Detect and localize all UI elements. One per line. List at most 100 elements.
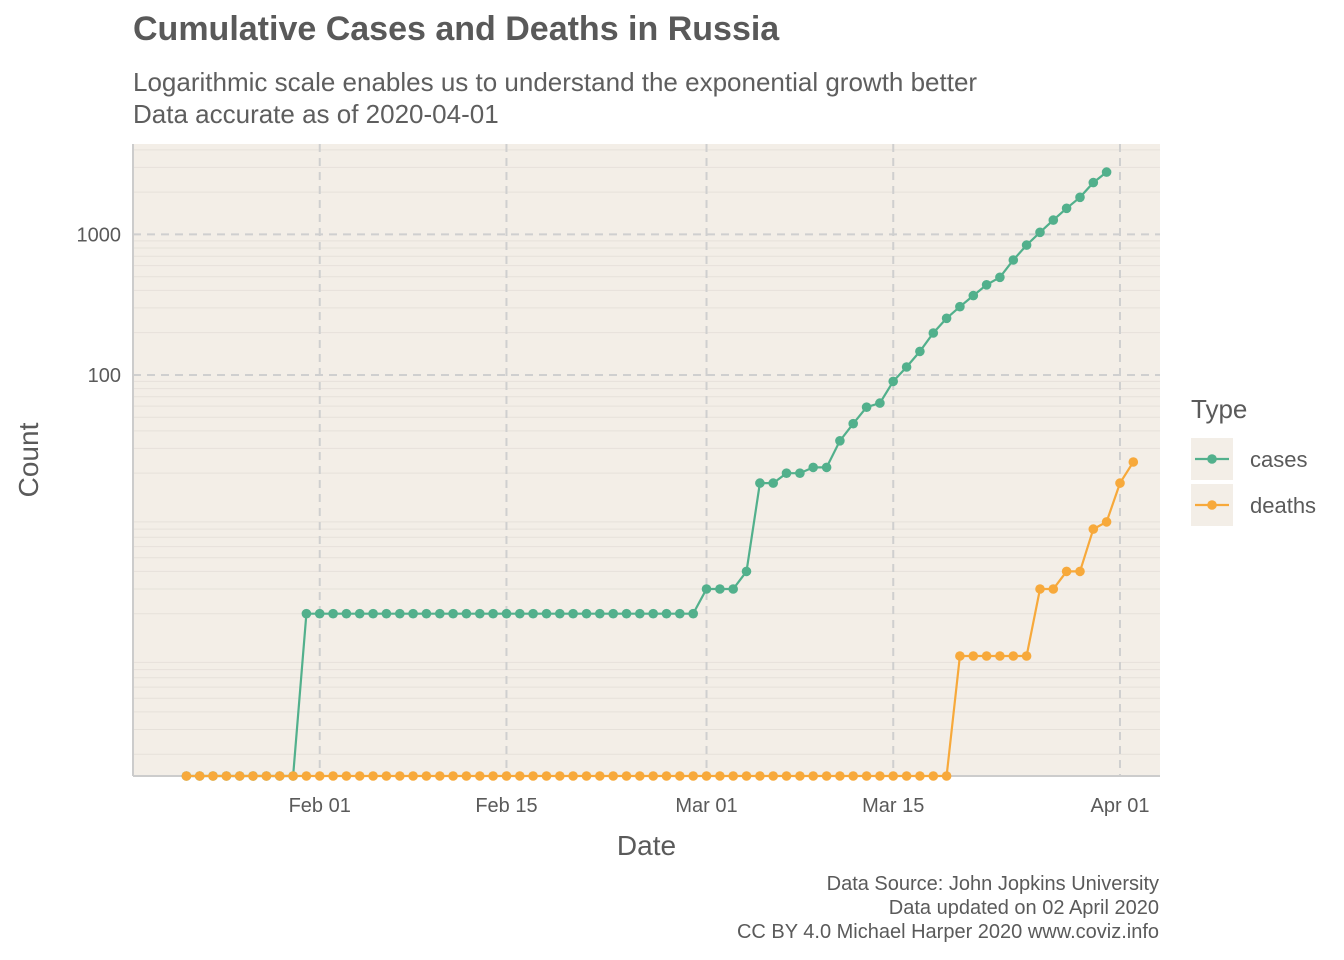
data-point-cases	[701, 584, 712, 594]
subtitle-line: Data accurate as of 2020-04-01	[133, 99, 499, 129]
data-point-deaths	[635, 771, 645, 781]
data-point-cases	[955, 301, 965, 312]
data-point-deaths	[981, 651, 992, 661]
data-point-deaths	[368, 771, 378, 781]
data-point-deaths	[608, 771, 618, 781]
data-point-deaths	[941, 771, 952, 781]
data-point-deaths	[1035, 584, 1045, 594]
data-point-cases	[515, 608, 525, 619]
data-point-cases	[1021, 240, 1032, 250]
data-point-cases	[808, 462, 818, 473]
data-point-deaths	[274, 771, 285, 781]
data-point-cases	[728, 584, 738, 594]
data-point-cases	[715, 584, 725, 594]
data-point-deaths	[248, 771, 258, 781]
data-point-deaths	[715, 771, 725, 781]
data-point-deaths	[194, 771, 205, 781]
data-point-deaths	[595, 771, 605, 781]
data-point-cases	[408, 608, 418, 619]
data-point-deaths	[1021, 651, 1032, 661]
data-point-deaths	[408, 771, 418, 781]
data-point-deaths	[648, 771, 658, 781]
y-tick-label: 1000	[77, 224, 122, 246]
data-point-cases	[328, 608, 338, 619]
data-point-cases	[595, 608, 605, 619]
data-point-deaths	[528, 771, 538, 781]
data-point-deaths	[301, 771, 312, 781]
y-tick-label: 100	[88, 365, 121, 387]
data-point-deaths	[808, 771, 818, 781]
data-point-deaths	[1088, 524, 1099, 534]
data-point-deaths	[568, 771, 578, 781]
caption-line: Data Source: John Jopkins University	[826, 873, 1159, 895]
data-point-cases	[368, 608, 378, 619]
data-point-deaths	[515, 771, 525, 781]
data-point-deaths	[968, 651, 979, 661]
data-point-deaths	[475, 771, 485, 781]
data-point-deaths	[781, 771, 792, 781]
data-point-cases	[1035, 227, 1045, 238]
data-point-deaths	[381, 771, 392, 781]
data-point-deaths	[621, 771, 632, 781]
data-point-deaths	[901, 771, 912, 781]
data-point-cases	[675, 608, 685, 619]
chart-caption: Data Source: John Jopkins University Dat…	[737, 872, 1159, 944]
data-point-cases	[928, 328, 939, 338]
data-point-cases	[888, 376, 898, 387]
data-point-deaths	[741, 771, 752, 781]
data-point-deaths	[208, 771, 218, 781]
data-point-cases	[795, 468, 805, 479]
x-tick-label: Feb 01	[289, 795, 351, 817]
data-point-cases	[621, 608, 632, 619]
x-axis-title: Date	[617, 830, 676, 861]
data-point-deaths	[501, 771, 512, 781]
data-point-deaths	[795, 771, 805, 781]
data-point-cases	[688, 608, 698, 619]
data-point-deaths	[261, 771, 272, 781]
data-point-deaths	[341, 771, 352, 781]
data-point-cases	[314, 608, 325, 619]
plot-panel	[133, 144, 1160, 776]
data-point-deaths	[1128, 457, 1139, 467]
data-point-cases	[861, 402, 872, 413]
data-point-deaths	[861, 771, 872, 781]
data-point-cases	[1075, 192, 1085, 203]
data-point-cases	[488, 608, 498, 619]
data-point-deaths	[1061, 566, 1072, 577]
data-point-cases	[501, 608, 512, 619]
data-point-deaths	[701, 771, 712, 781]
data-point-deaths	[888, 771, 898, 781]
data-point-cases	[1061, 203, 1072, 214]
data-point-deaths	[234, 771, 245, 781]
data-point-cases	[435, 608, 445, 619]
data-point-cases	[635, 608, 645, 619]
data-point-cases	[821, 462, 832, 473]
data-point-cases	[475, 608, 485, 619]
data-point-deaths	[328, 771, 338, 781]
x-tick-label: Mar 01	[675, 795, 737, 817]
data-point-deaths	[1008, 651, 1019, 661]
data-point-cases	[915, 346, 925, 357]
data-point-cases	[341, 608, 352, 619]
data-point-deaths	[581, 771, 592, 781]
data-point-deaths	[288, 771, 298, 781]
data-point-deaths	[488, 771, 498, 781]
legend-key-point	[1207, 454, 1217, 464]
data-point-cases	[835, 436, 845, 446]
data-point-deaths	[435, 771, 445, 781]
data-point-deaths	[314, 771, 325, 781]
data-point-deaths	[395, 771, 405, 781]
data-point-deaths	[728, 771, 738, 781]
x-tick-label: Mar 15	[862, 795, 924, 817]
legend-label-cases: cases	[1250, 447, 1307, 472]
chart-subtitle: Logarithmic scale enables us to understa…	[133, 66, 977, 130]
data-point-cases	[581, 608, 592, 619]
data-point-deaths	[688, 771, 698, 781]
chart-title: Cumulative Cases and Deaths in Russia	[133, 10, 780, 48]
data-point-cases	[395, 608, 405, 619]
data-point-deaths	[541, 771, 552, 781]
data-point-deaths	[661, 771, 672, 781]
data-point-cases	[448, 608, 458, 619]
data-point-cases	[875, 398, 885, 408]
